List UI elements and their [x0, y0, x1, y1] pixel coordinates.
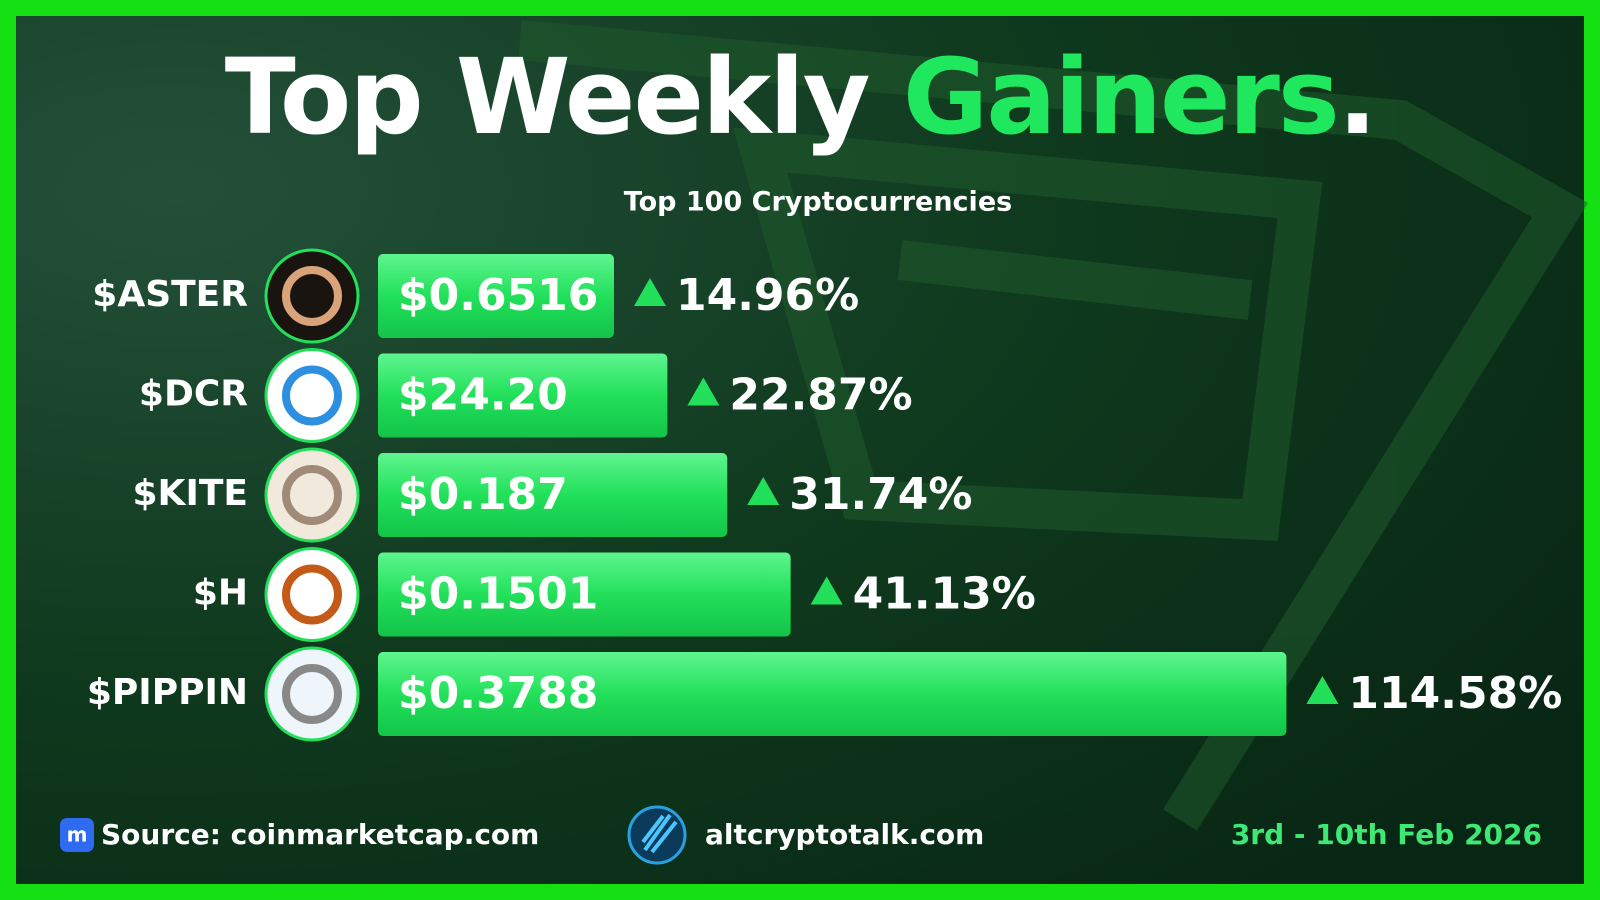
- category-label: $KITE: [133, 473, 249, 514]
- title-highlight: Gainers: [903, 36, 1338, 158]
- cmc-icon: [60, 818, 94, 852]
- up-arrow: [633, 278, 666, 306]
- coin-glyph: [282, 465, 342, 525]
- bars: $ASTER $0.6516 14.96% $DCR $24.20 22.87% $KITE…: [87, 248, 1562, 742]
- subtitle: Top 100 Cryptocurrencies: [624, 187, 1012, 218]
- category-label: $PIPPIN: [87, 672, 248, 713]
- coin-icon: [264, 447, 360, 543]
- coin-glyph: [282, 664, 342, 724]
- coin-icon: [264, 348, 360, 443]
- cmc-glyph: m: [67, 823, 88, 847]
- coin-icon: [264, 547, 360, 642]
- coin-icon: [264, 646, 360, 742]
- bar: [378, 652, 1287, 736]
- bar: [378, 552, 791, 637]
- category-label: $ASTER: [92, 274, 248, 315]
- bar: [378, 453, 728, 537]
- up-arrow: [810, 576, 843, 605]
- bar: [378, 254, 614, 338]
- up-arrow: [747, 477, 780, 505]
- coin-glyph: [282, 564, 342, 625]
- change-label: 41.13%: [853, 569, 1036, 620]
- up-arrow: [1306, 676, 1339, 704]
- change-label: 31.74%: [789, 469, 972, 520]
- bar: [378, 353, 668, 438]
- change-label: 114.58%: [1348, 668, 1562, 719]
- bg-shapes: [518, 20, 1589, 831]
- up-arrow: [687, 377, 720, 406]
- source: Source: coinmarketcap.com: [101, 818, 539, 851]
- title-suffix: .: [1338, 36, 1376, 158]
- change-label: 22.87%: [729, 370, 912, 421]
- coin-icon: [264, 248, 360, 344]
- coin-glyph: [282, 266, 342, 326]
- price-label: $0.1501: [398, 569, 598, 620]
- price-label: $24.20: [398, 370, 568, 421]
- price-label: $0.6516: [398, 270, 598, 321]
- title: Top Weekly Gainers.: [225, 36, 1376, 158]
- change-label: 14.96%: [676, 270, 859, 321]
- price-label: $0.187: [398, 469, 568, 520]
- site-glyph: [641, 813, 678, 854]
- title-prefix: Top Weekly: [225, 36, 869, 158]
- category-label: $H: [193, 573, 248, 614]
- price-label: $0.3788: [398, 668, 598, 719]
- category-label: $DCR: [139, 374, 248, 415]
- date-range: 3rd - 10th Feb 2026: [1231, 818, 1542, 851]
- coin-glyph: [282, 365, 342, 426]
- site: altcryptotalk.com: [705, 818, 984, 851]
